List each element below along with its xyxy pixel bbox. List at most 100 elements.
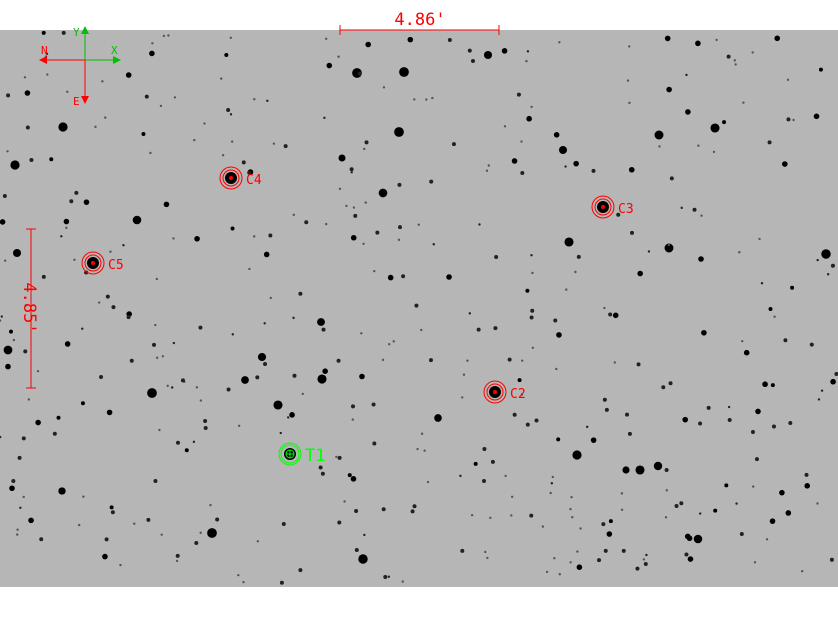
star <box>23 76 27 79</box>
star <box>616 212 621 217</box>
star <box>510 495 514 498</box>
star <box>628 101 631 105</box>
star <box>364 140 369 145</box>
star <box>621 548 626 553</box>
star <box>758 237 761 241</box>
star <box>565 288 568 291</box>
star <box>483 50 493 60</box>
star <box>13 249 21 257</box>
star <box>247 170 252 175</box>
star <box>230 226 235 231</box>
target-marker-t1[interactable]: T1 <box>278 442 325 466</box>
star <box>283 144 288 149</box>
star <box>49 157 54 162</box>
star <box>350 476 357 482</box>
comparison-marker-4[interactable]: C4 <box>219 166 262 190</box>
star <box>381 358 385 362</box>
compass: Y X N E <box>39 26 121 108</box>
star <box>321 327 326 332</box>
star <box>155 277 159 281</box>
star <box>226 387 231 392</box>
star <box>94 125 97 129</box>
star <box>601 522 606 527</box>
star <box>58 487 66 495</box>
comparison-label: C4 <box>246 173 262 188</box>
star <box>199 531 202 534</box>
star <box>664 243 674 253</box>
star <box>426 480 430 484</box>
star <box>545 570 549 574</box>
star <box>132 215 142 225</box>
star <box>768 306 773 311</box>
star <box>0 319 2 322</box>
star <box>685 73 688 77</box>
star <box>97 301 101 304</box>
star <box>741 339 744 343</box>
star <box>3 259 7 262</box>
star <box>606 531 613 537</box>
star <box>173 96 177 99</box>
star <box>493 326 498 331</box>
star <box>585 425 589 429</box>
star <box>336 358 341 363</box>
star <box>253 97 256 101</box>
star <box>830 378 836 385</box>
star <box>347 473 352 478</box>
star <box>253 235 256 238</box>
star <box>360 332 363 335</box>
star <box>9 485 15 492</box>
star <box>664 516 668 519</box>
star <box>525 288 530 293</box>
star <box>229 36 233 39</box>
star <box>570 495 573 499</box>
star <box>159 104 163 108</box>
target-label: T1 <box>305 446 325 466</box>
star <box>410 509 415 514</box>
star <box>392 340 395 343</box>
comparison-marker-2[interactable]: C2 <box>483 380 526 404</box>
star <box>816 502 819 505</box>
star <box>569 507 572 511</box>
star <box>769 518 776 524</box>
star <box>397 182 402 187</box>
star <box>2 194 7 199</box>
star <box>151 342 156 347</box>
star <box>459 474 462 478</box>
star <box>195 386 199 389</box>
star <box>352 206 356 209</box>
star <box>484 550 487 554</box>
star <box>658 145 661 148</box>
star <box>504 474 507 478</box>
star <box>423 449 426 452</box>
star <box>257 352 267 362</box>
star <box>620 508 624 511</box>
star <box>25 125 30 130</box>
star <box>365 41 372 48</box>
star <box>788 420 793 425</box>
star <box>576 254 581 259</box>
star <box>517 378 522 383</box>
star <box>350 171 353 174</box>
star <box>111 305 116 310</box>
star <box>727 417 732 422</box>
star <box>161 355 165 358</box>
star <box>325 222 328 226</box>
star <box>612 312 619 319</box>
compass-e-label: E <box>73 95 80 108</box>
star <box>241 376 249 384</box>
star <box>602 397 607 402</box>
star <box>83 199 90 205</box>
star <box>146 517 151 522</box>
star <box>162 34 166 38</box>
star <box>541 525 545 528</box>
comparison-marker-3[interactable]: C3 <box>591 195 634 219</box>
star <box>682 416 689 423</box>
star <box>804 472 809 477</box>
star <box>10 160 20 170</box>
star <box>263 251 270 258</box>
star <box>486 556 489 560</box>
star <box>466 359 469 362</box>
comparison-marker-5[interactable]: C5 <box>81 251 124 275</box>
star <box>22 495 25 499</box>
